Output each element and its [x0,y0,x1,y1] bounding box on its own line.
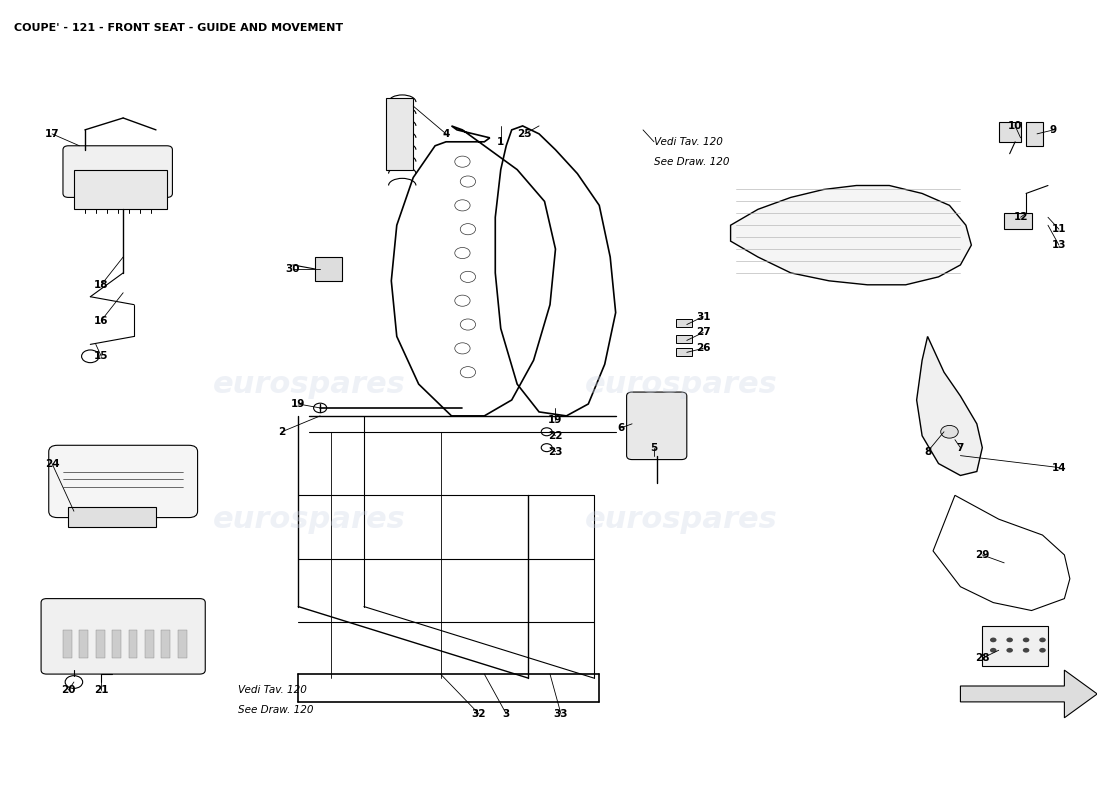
Text: Vedi Tav. 120: Vedi Tav. 120 [238,685,307,695]
Text: eurospares: eurospares [585,370,778,398]
Bar [999,122,1021,142]
Circle shape [940,426,958,438]
Text: 19: 19 [548,415,563,425]
Text: 11: 11 [1052,224,1066,234]
Polygon shape [730,186,971,285]
Text: 22: 22 [548,430,563,441]
Text: 28: 28 [975,653,990,663]
Bar [386,98,414,170]
Text: 2: 2 [278,426,286,437]
Circle shape [1023,648,1030,653]
Text: eurospares: eurospares [212,505,406,534]
Bar [1004,214,1032,229]
Text: 31: 31 [696,311,711,322]
Circle shape [1040,648,1046,653]
Text: 15: 15 [94,351,109,362]
Polygon shape [916,337,982,475]
Text: 21: 21 [94,685,109,695]
Bar [162,630,170,658]
Circle shape [1006,648,1013,653]
Text: 30: 30 [286,264,300,274]
Text: 4: 4 [442,129,450,139]
FancyBboxPatch shape [63,146,173,198]
Text: 24: 24 [45,458,59,469]
Text: 12: 12 [1013,212,1027,222]
Text: 29: 29 [975,550,990,560]
Text: 32: 32 [472,709,486,719]
Circle shape [1006,638,1013,642]
Bar [675,319,692,327]
Bar [982,626,1048,666]
Text: eurospares: eurospares [212,370,406,398]
Bar [129,630,138,658]
FancyBboxPatch shape [74,170,167,210]
Text: 17: 17 [45,129,59,139]
Text: See Draw. 120: See Draw. 120 [654,157,729,166]
Circle shape [990,638,997,642]
Text: 6: 6 [617,423,625,433]
Text: COUPE' - 121 - FRONT SEAT - GUIDE AND MOVEMENT: COUPE' - 121 - FRONT SEAT - GUIDE AND MO… [13,22,343,33]
Text: 14: 14 [1052,462,1066,473]
Circle shape [314,403,327,413]
Text: 7: 7 [957,442,964,453]
Bar [79,630,88,658]
Text: 23: 23 [548,446,563,457]
Text: Vedi Tav. 120: Vedi Tav. 120 [654,137,723,147]
Text: 8: 8 [924,446,932,457]
Text: 16: 16 [94,315,109,326]
Bar [145,630,154,658]
FancyBboxPatch shape [48,446,198,518]
Text: See Draw. 120: See Draw. 120 [238,705,314,715]
Text: 19: 19 [292,399,306,409]
Bar [675,348,692,356]
Circle shape [1023,638,1030,642]
Circle shape [1040,638,1046,642]
Text: 18: 18 [94,280,109,290]
Bar [675,335,692,342]
Text: 26: 26 [696,343,711,354]
Text: 9: 9 [1049,125,1057,135]
Bar [178,630,187,658]
Text: 20: 20 [62,685,76,695]
Circle shape [541,444,552,452]
Text: 10: 10 [1008,121,1022,131]
Bar [1026,122,1043,146]
Circle shape [990,648,997,653]
Text: 5: 5 [650,442,658,453]
Text: 27: 27 [696,327,711,338]
Text: 33: 33 [553,709,569,719]
Bar [63,630,72,658]
Text: eurospares: eurospares [585,505,778,534]
Polygon shape [960,670,1097,718]
Text: 1: 1 [497,137,505,147]
FancyBboxPatch shape [627,392,686,459]
Bar [96,630,104,658]
Circle shape [541,428,552,436]
Bar [112,630,121,658]
FancyBboxPatch shape [41,598,206,674]
Text: 13: 13 [1052,240,1066,250]
Bar [315,257,342,281]
Text: 25: 25 [518,129,532,139]
FancyBboxPatch shape [68,507,156,527]
Text: 3: 3 [503,709,509,719]
